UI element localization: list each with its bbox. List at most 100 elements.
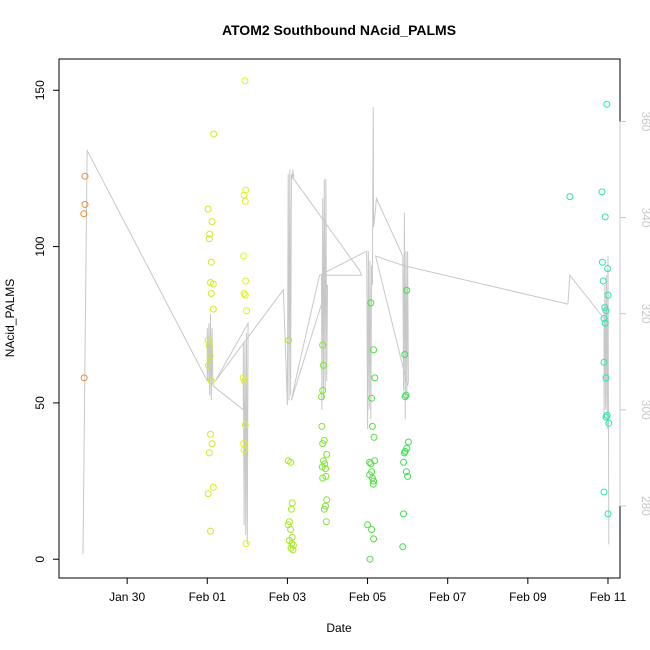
data-point bbox=[288, 499, 296, 507]
data-point bbox=[207, 290, 215, 297]
data-point bbox=[404, 438, 412, 446]
data-point bbox=[320, 505, 328, 513]
data-point bbox=[242, 186, 250, 194]
y2-tick-label: 300 bbox=[639, 400, 650, 420]
series-5 bbox=[364, 299, 379, 563]
data-point bbox=[319, 440, 327, 448]
series-1 bbox=[204, 130, 218, 535]
data-point bbox=[240, 191, 248, 199]
data-point bbox=[400, 458, 408, 466]
data-point bbox=[400, 449, 408, 457]
data-point bbox=[399, 543, 407, 551]
series-4 bbox=[318, 341, 331, 526]
data-point bbox=[598, 258, 606, 266]
altitude-line bbox=[82, 107, 610, 555]
data-point bbox=[209, 280, 217, 288]
data-point bbox=[369, 480, 377, 488]
data-point bbox=[80, 210, 88, 218]
data-point bbox=[240, 290, 248, 297]
y-tick-label: 150 bbox=[33, 80, 47, 100]
x-tick-label: Feb 01 bbox=[189, 590, 227, 604]
data-point bbox=[367, 460, 375, 468]
data-point bbox=[600, 358, 608, 366]
data-point bbox=[404, 472, 412, 480]
data-point bbox=[206, 230, 214, 238]
data-point bbox=[205, 235, 213, 243]
data-point bbox=[242, 540, 250, 548]
data-point bbox=[207, 527, 214, 535]
data-point bbox=[598, 188, 606, 196]
data-point bbox=[319, 474, 327, 482]
data-point bbox=[285, 336, 293, 344]
data-point bbox=[323, 451, 331, 458]
data-point bbox=[370, 535, 378, 543]
x-axis: Jan 30 Feb 01 Feb 03 Feb 05 Feb 07 Feb 09 Feb … bbox=[109, 577, 627, 604]
x-tick-label: Feb 05 bbox=[349, 590, 387, 604]
data-point bbox=[285, 518, 293, 526]
data-point bbox=[370, 346, 378, 354]
data-point bbox=[289, 546, 297, 554]
series-2 bbox=[239, 77, 250, 548]
data-point bbox=[205, 343, 213, 351]
data-point bbox=[602, 413, 610, 421]
data-point bbox=[241, 197, 249, 205]
data-point bbox=[241, 421, 249, 429]
data-point bbox=[401, 393, 409, 401]
data-point bbox=[242, 277, 250, 285]
data-point bbox=[80, 374, 88, 382]
data-point bbox=[318, 393, 325, 401]
plot-frame bbox=[58, 58, 621, 579]
data-point bbox=[601, 319, 609, 327]
data-point bbox=[401, 351, 409, 358]
data-point bbox=[603, 100, 611, 108]
data-point bbox=[599, 277, 607, 285]
y-axis-right: 280 300 320 340 360 bbox=[619, 111, 650, 516]
data-point bbox=[604, 265, 612, 272]
data-point bbox=[210, 130, 218, 138]
data-point bbox=[241, 77, 249, 85]
data-point bbox=[209, 483, 217, 491]
data-point bbox=[367, 299, 375, 307]
y2-tick-label: 280 bbox=[639, 496, 650, 516]
x-axis-label: Date bbox=[326, 621, 352, 635]
data-point bbox=[370, 433, 378, 441]
data-point bbox=[81, 172, 89, 180]
data-point bbox=[287, 505, 295, 513]
y2-tick-label: 320 bbox=[639, 304, 650, 324]
data-point bbox=[368, 394, 376, 402]
data-point bbox=[605, 419, 613, 427]
data-point bbox=[604, 291, 612, 299]
data-point bbox=[602, 374, 610, 382]
data-point bbox=[205, 361, 212, 369]
data-point bbox=[402, 468, 410, 476]
data-point bbox=[603, 411, 611, 419]
data-point bbox=[239, 374, 247, 382]
data-point bbox=[243, 307, 250, 315]
data-point bbox=[207, 430, 214, 438]
y-axis-label: NAcid_PALMS bbox=[3, 279, 17, 357]
y-axis-left: 0 50 100 150 bbox=[33, 80, 60, 563]
data-point bbox=[207, 377, 215, 385]
data-point bbox=[364, 521, 372, 529]
data-point bbox=[400, 510, 408, 518]
series-0 bbox=[80, 172, 89, 382]
x-tick-label: Feb 09 bbox=[509, 590, 547, 604]
data-point bbox=[208, 440, 216, 448]
x-tick-label: Jan 30 bbox=[109, 590, 145, 604]
data-points-layer bbox=[80, 77, 613, 563]
series-6 bbox=[399, 286, 412, 551]
data-point bbox=[604, 510, 612, 518]
data-point bbox=[368, 526, 376, 533]
data-point bbox=[403, 286, 411, 294]
data-point bbox=[366, 555, 374, 563]
data-point bbox=[204, 490, 212, 498]
data-point bbox=[323, 496, 331, 504]
data-point bbox=[287, 458, 295, 466]
data-point bbox=[240, 446, 248, 454]
x-tick-label: Feb 11 bbox=[590, 590, 627, 604]
data-point bbox=[288, 540, 296, 548]
data-point bbox=[322, 465, 329, 473]
data-point bbox=[206, 352, 214, 360]
data-point bbox=[241, 377, 248, 385]
